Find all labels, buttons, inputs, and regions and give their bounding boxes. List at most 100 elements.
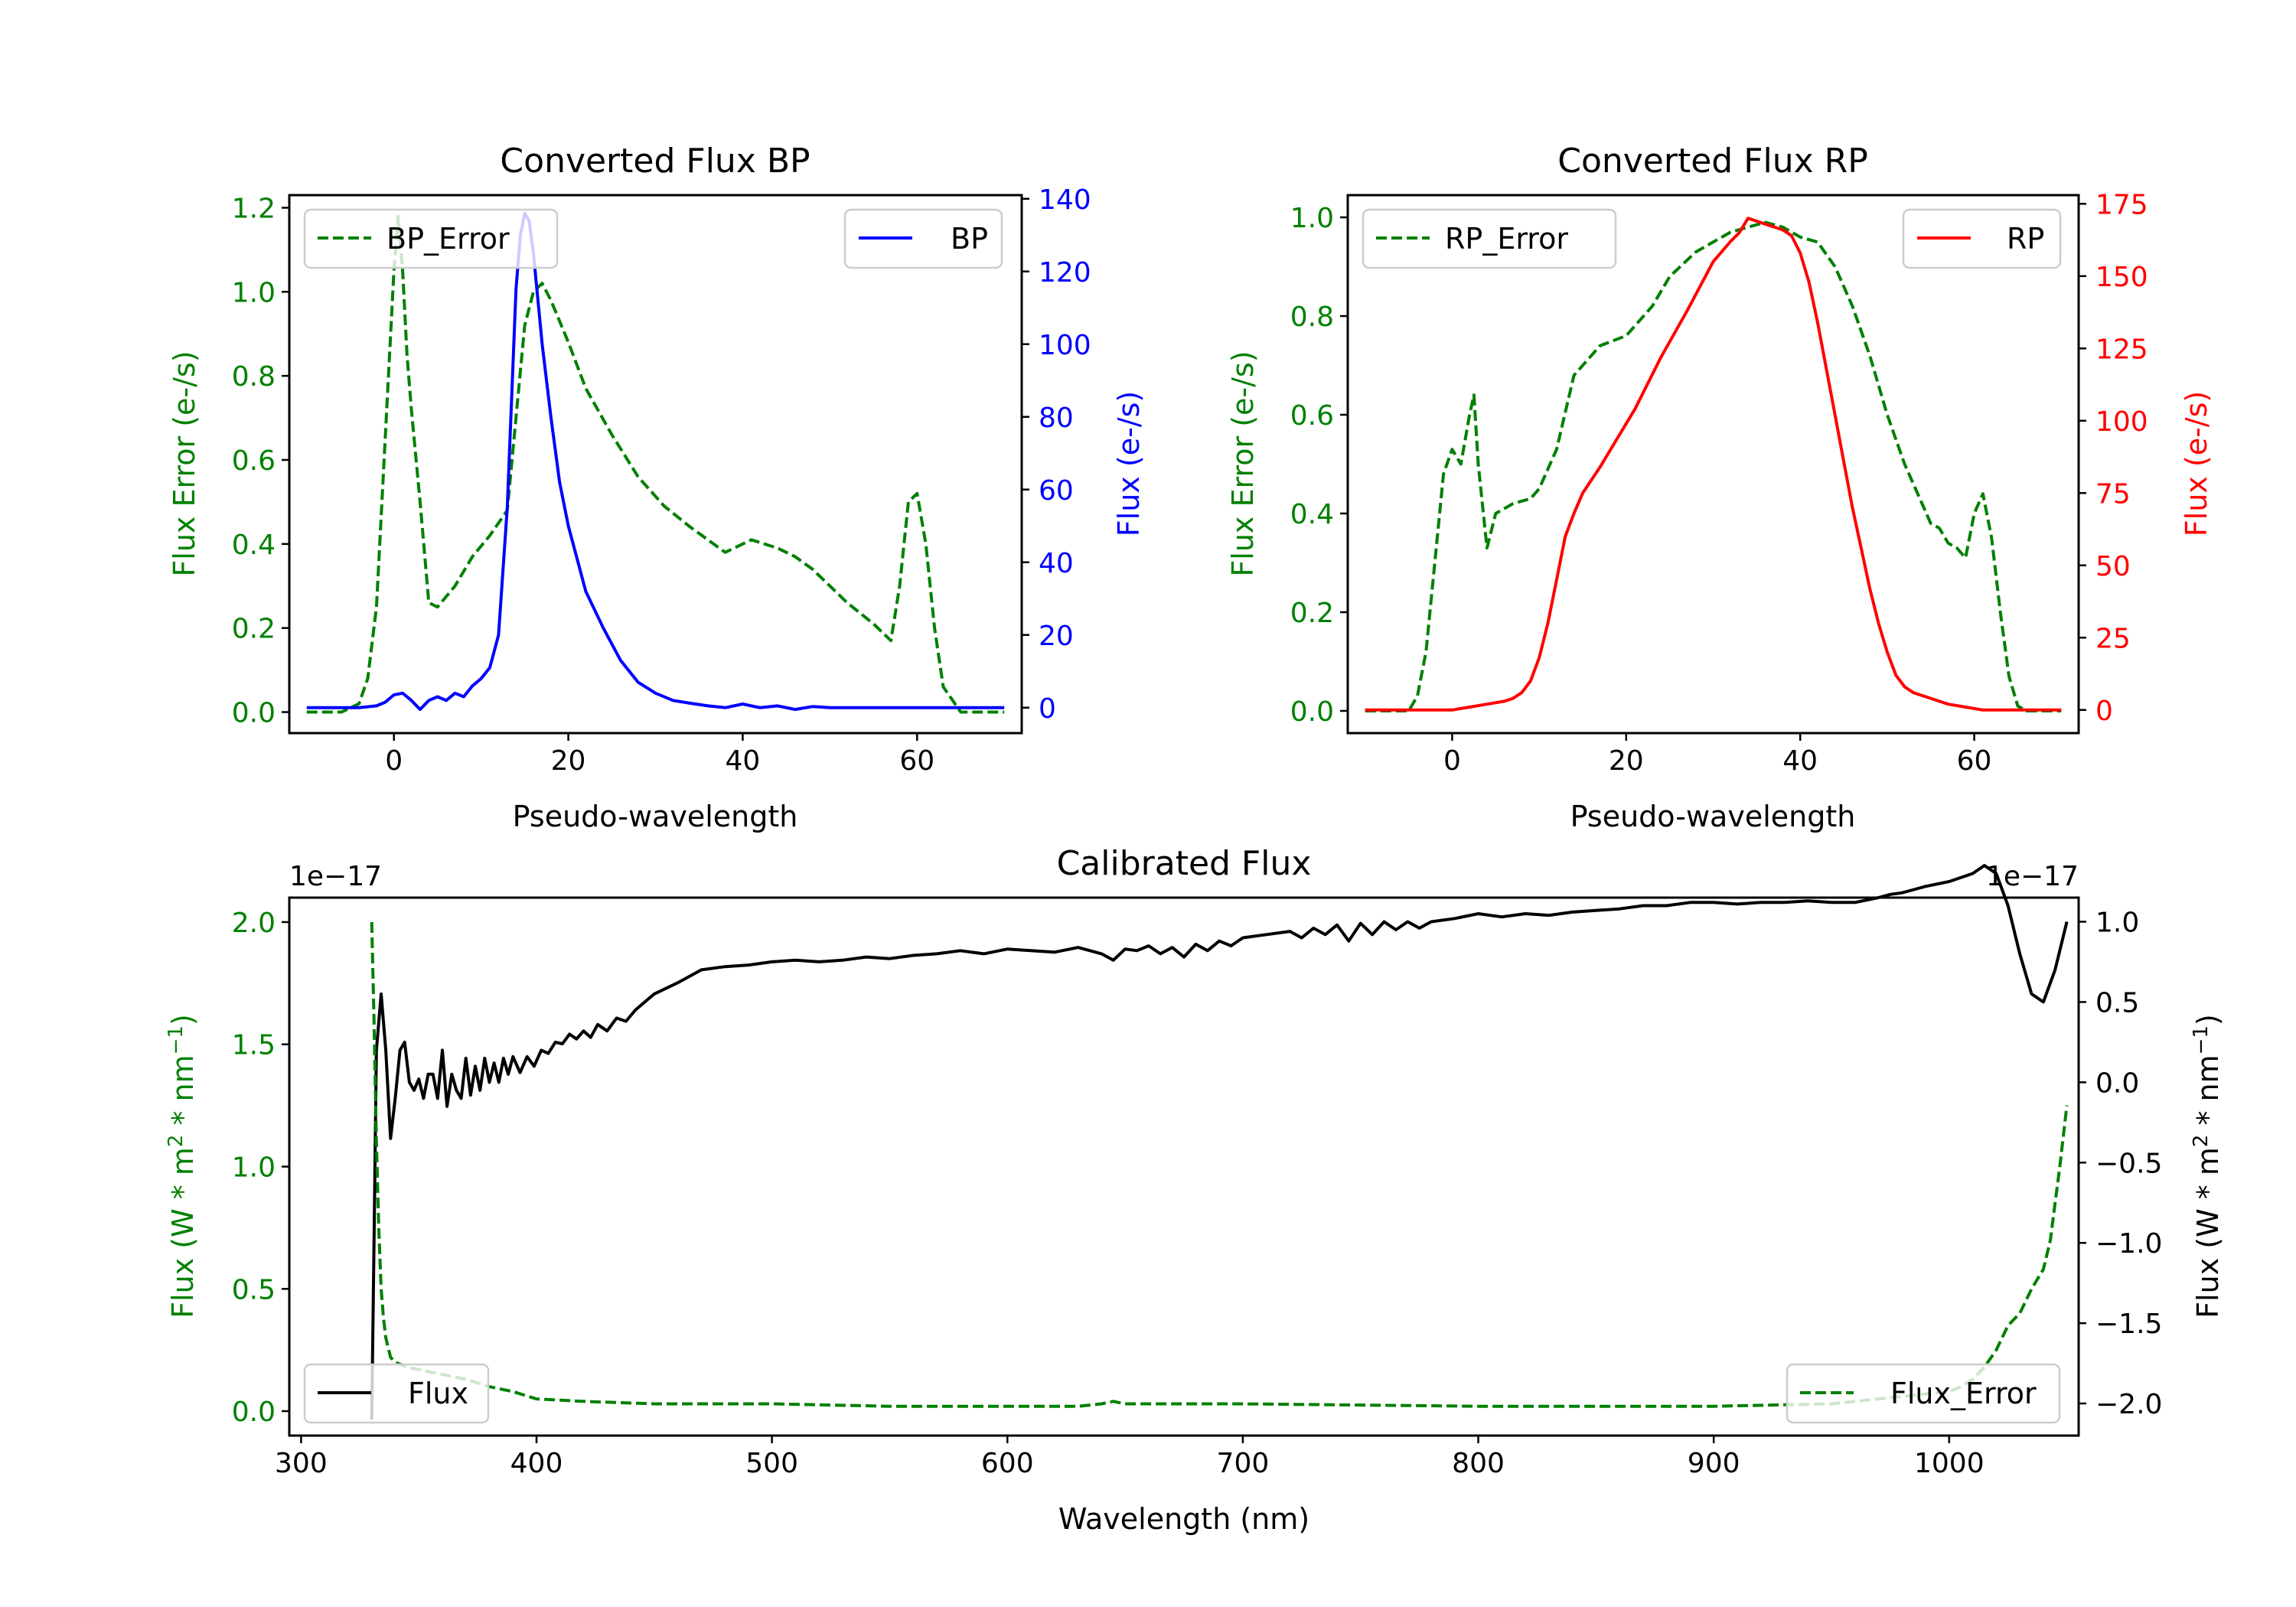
calibrated-panel: Calibrated Flux 300 400 500 600 700 800 900 100…: [165, 844, 2225, 1536]
bp-error-legend-label: BP_Error: [386, 222, 510, 256]
bp-right-tick-label: 80: [1039, 403, 1074, 434]
bp-right-tick-label: 120: [1039, 257, 1091, 288]
bp-right-axis-label: Flux (e-/s): [1112, 391, 1146, 536]
rp-right-tick-label: 75: [2095, 478, 2131, 510]
calibrated-x-axis-label: Wavelength (nm): [1058, 1502, 1309, 1536]
rp-legend-error: RP_Error: [1362, 208, 1617, 269]
bp-right-tick-label: 20: [1039, 621, 1074, 652]
bp-legend-flux: BP: [843, 208, 1003, 269]
calibrated-series-flux-line: [370, 864, 2069, 1420]
bp-x-tick-label: 60: [899, 745, 934, 777]
bp-frame: [288, 194, 1023, 735]
bp-left-tick-label: 0.2: [232, 614, 276, 645]
bp-x-tick-label: 0: [385, 745, 403, 777]
bp-right-tick-label: 140: [1039, 184, 1091, 216]
rp-left-tick-label: 0.0: [1290, 696, 1334, 728]
rp-right-tick-label: 25: [2095, 623, 2131, 654]
rp-x-axis-label: Pseudo-wavelength: [1570, 800, 1856, 833]
rp-x-tick-label: 60: [1957, 745, 1992, 777]
calibrated-right-tick-label: −0.5: [2095, 1148, 2162, 1179]
bp-title: Converted Flux BP: [500, 142, 810, 181]
rp-legend-label: RP: [2007, 222, 2044, 256]
rp-left-ticks: 0.0 0.2 0.4 0.6 0.8 1.0: [1290, 203, 1348, 728]
rp-x-tick-label: 0: [1443, 745, 1461, 777]
rp-left-tick-label: 0.8: [1290, 302, 1334, 333]
rp-frame: [1346, 194, 2080, 735]
bp-left-tick-label: 0.0: [232, 698, 276, 729]
rp-right-ticks: 0 25 50 75 100 125 150 175: [2079, 189, 2148, 727]
calibrated-left-tick-label: 0.5: [232, 1274, 276, 1305]
rp-legend-flux: RP: [1902, 208, 2062, 269]
bp-left-tick-label: 0.6: [232, 445, 276, 477]
calibrated-right-tick-label: 0.5: [2095, 987, 2139, 1019]
rp-x-ticks: 0 20 40 60: [1443, 733, 1992, 777]
bp-x-tick-label: 20: [551, 745, 586, 777]
calibrated-left-tick-label: 2.0: [232, 908, 276, 939]
bp-left-ticks: 0.0 0.2 0.4 0.6 0.8 1.0 1.2: [232, 193, 289, 729]
bp-x-axis-label: Pseudo-wavelength: [513, 800, 798, 833]
calibrated-x-tick-label: 600: [981, 1448, 1034, 1479]
calibrated-error-legend-label: Flux_Error: [1890, 1377, 2037, 1410]
calibrated-x-tick-label: 300: [275, 1448, 328, 1479]
bp-right-tick-label: 40: [1039, 548, 1074, 579]
rp-plot-area: [1365, 217, 2062, 712]
rp-right-tick-label: 175: [2095, 189, 2148, 220]
calibrated-x-tick-label: 700: [1217, 1448, 1270, 1479]
calibrated-right-ticks: −2.0 −1.5 −1.0 −0.5 0.0 0.5 1.0: [2079, 907, 2162, 1420]
calibrated-right-tick-label: −2.0: [2095, 1389, 2162, 1420]
rp-error-legend-label: RP_Error: [1445, 222, 1568, 256]
rp-left-tick-label: 0.4: [1290, 499, 1334, 530]
rp-series-rp-error-line: [1365, 220, 2062, 712]
calibrated-legend-error: Flux_Error: [1786, 1363, 2061, 1424]
rp-left-tick-label: 1.0: [1290, 203, 1334, 234]
bp-left-tick-label: 0.4: [232, 530, 276, 561]
bp-left-tick-label: 1.2: [232, 193, 276, 224]
rp-x-tick-label: 40: [1782, 745, 1818, 777]
calibrated-left-ticks: 0.0 0.5 1.0 1.5 2.0: [232, 908, 289, 1428]
calibrated-left-tick-label: 1.0: [232, 1152, 276, 1184]
calibrated-right-tick-label: −1.5: [2095, 1309, 2162, 1340]
bp-panel: Converted Flux BP 0 20 40 60 0.00.20.40.60.…: [168, 142, 1146, 833]
bp-legend-error: BP_Error: [303, 208, 559, 269]
calibrated-flux-legend-label: Flux: [408, 1377, 468, 1410]
rp-panel: Converted Flux RP 0 20 40 60 0.00.20.40.60.…: [1226, 142, 2213, 833]
rp-left-axis-label: Flux Error (e-/s): [1226, 350, 1260, 576]
calibrated-right-offset-label: 1e−17: [1986, 861, 2079, 892]
bp-x-tick-label: 40: [726, 745, 761, 777]
bp-left-tick-label: 1.0: [232, 277, 276, 308]
calibrated-plot-area: [370, 864, 2069, 1420]
bp-x-ticks: 0 20 40 60: [385, 733, 934, 777]
rp-right-tick-label: 125: [2095, 334, 2148, 365]
calibrated-x-tick-label: 800: [1452, 1448, 1505, 1479]
rp-series-rp-line: [1365, 217, 2062, 712]
calibrated-left-offset-label: 1e−17: [289, 861, 382, 892]
rp-left-tick-label: 0.6: [1290, 400, 1334, 432]
rp-right-tick-label: 100: [2095, 406, 2148, 438]
bp-right-tick-label: 0: [1039, 693, 1056, 725]
bp-left-tick-label: 0.8: [232, 361, 276, 393]
calibrated-legend-flux: Flux: [303, 1363, 490, 1424]
calibrated-x-ticks: 300 400 500 600 700 800 900 1000: [275, 1436, 1985, 1479]
rp-x-tick-label: 20: [1609, 745, 1644, 777]
rp-title: Converted Flux RP: [1557, 142, 1868, 181]
bp-right-ticks: 0 20 40 60 80 100 120 140: [1022, 184, 1091, 725]
bp-left-axis-label: Flux Error (e-/s): [168, 350, 201, 576]
calibrated-right-tick-label: 0.0: [2095, 1068, 2139, 1099]
calibrated-x-tick-label: 400: [510, 1448, 563, 1479]
calibrated-x-tick-label: 900: [1688, 1448, 1740, 1479]
rp-right-tick-label: 50: [2095, 551, 2131, 582]
calibrated-right-axis-label: Flux (W * m2 * nm−1): [2190, 1014, 2225, 1319]
rp-right-tick-label: 0: [2095, 696, 2113, 727]
calibrated-left-tick-label: 1.5: [232, 1030, 276, 1061]
calibrated-series-flux-error-line: [370, 921, 2069, 1408]
bp-legend-label: BP: [951, 222, 988, 256]
bp-right-tick-label: 60: [1039, 475, 1074, 507]
calibrated-title: Calibrated Flux: [1057, 844, 1312, 883]
calibrated-right-tick-label: 1.0: [2095, 907, 2139, 938]
rp-right-tick-label: 150: [2095, 262, 2148, 293]
rp-right-axis-label: Flux (e-/s): [2180, 391, 2213, 536]
calibrated-left-tick-label: 0.0: [232, 1397, 276, 1428]
calibrated-x-tick-label: 1000: [1914, 1448, 1985, 1479]
calibrated-left-axis-label: Flux (W * m2 * nm−1): [165, 1014, 200, 1319]
rp-left-tick-label: 0.2: [1290, 598, 1334, 629]
